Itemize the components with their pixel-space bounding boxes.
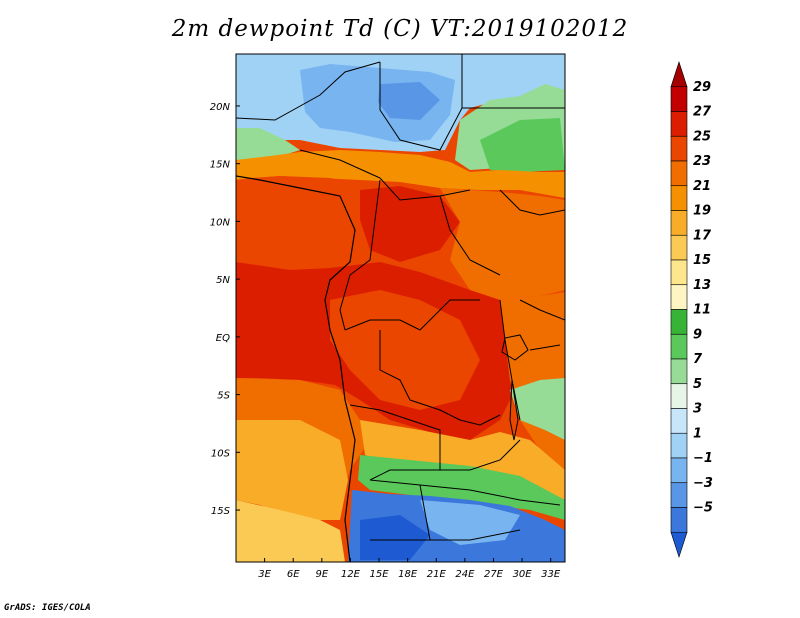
colorbar-label: 25 [693, 129, 711, 144]
colorbar-label: 9 [693, 327, 702, 342]
region-northeast-green [480, 118, 565, 172]
colorbar-swatch [670, 234, 688, 261]
colorbar-label: 19 [693, 204, 711, 219]
lon-tick-label: 12E [341, 569, 361, 580]
lon-tick-label: 30E [513, 569, 533, 580]
colorbar-label: 23 [693, 154, 711, 169]
lat-tick-label: 5N [216, 275, 230, 286]
lat-tick-label: 5S [217, 391, 230, 402]
region-sahara-deep [378, 82, 440, 120]
colorbar: 29 27 25 23 21 19 17 15 13 11 9 7 5 3 1 −1 −3 −5 [670, 61, 713, 558]
lon-tick-label: 24E [455, 569, 475, 580]
colorbar-label: 7 [693, 352, 703, 367]
colorbar-swatch [670, 383, 688, 409]
lon-tick-label: 15E [370, 569, 390, 580]
colorbar-swatch [670, 160, 688, 187]
grads-credit: GrADS: IGES/COLA [4, 603, 91, 613]
region-west-green [236, 128, 300, 160]
region-south-green [358, 455, 565, 520]
lat-tick-label: EQ [216, 333, 230, 344]
lon-tick-label: 9E [315, 569, 328, 580]
colorbar-swatch [670, 111, 688, 137]
lake-tanganyika [509, 379, 519, 441]
region-lakes-green [510, 378, 565, 440]
lon-tick-label: 21E [427, 569, 447, 580]
colorbar-swatch [670, 507, 688, 533]
colorbar-swatch [670, 135, 688, 162]
lat-tick-label: 20N [210, 102, 231, 113]
lat-tick-label: 15N [210, 160, 231, 171]
region-east-africa [440, 188, 565, 300]
colorbar-label: 27 [693, 105, 712, 120]
region-namib [236, 500, 345, 562]
colorbar-label: −5 [693, 501, 713, 516]
region-angola-coast [236, 420, 348, 520]
colorbar-label: 29 [693, 80, 711, 95]
longitude-axis: 3E 6E 9E 12E 15E 18E 21E 24E 27E 30E 33E [258, 558, 561, 580]
region-southern-deep [360, 515, 430, 560]
region-sahel [236, 150, 565, 198]
colorbar-swatch [670, 259, 688, 286]
colorbar-swatch [670, 61, 688, 88]
colorbar-label: 11 [693, 303, 711, 318]
coastline [236, 175, 356, 562]
lon-tick-label: 27E [484, 569, 504, 580]
lake-victoria [501, 334, 529, 361]
country-borders [236, 54, 565, 541]
colorbar-swatch [670, 408, 688, 434]
lat-tick-label: 10N [210, 217, 231, 228]
colorbar-label: 1 [693, 426, 702, 441]
lon-tick-label: 18E [398, 569, 418, 580]
colorbar-swatch [670, 333, 688, 360]
colorbar-swatch [670, 185, 688, 211]
colorbar-label: 13 [693, 278, 711, 293]
colorbar-label: −1 [693, 451, 713, 466]
region-southern-light [420, 500, 520, 545]
map-field [236, 54, 565, 562]
colorbar-swatch [670, 86, 688, 112]
region-west-africa [236, 176, 360, 268]
colorbar-swatch [670, 531, 688, 558]
colorbar-swatch [670, 284, 688, 310]
region-central-dark [360, 186, 460, 262]
colorbar-label: 15 [693, 253, 711, 268]
colorbar-label: 17 [693, 228, 712, 243]
colorbar-swatch [670, 309, 688, 335]
lon-tick-label: 3E [258, 569, 271, 580]
lat-tick-label: 15S [211, 506, 231, 517]
colorbar-label: 3 [693, 402, 702, 417]
lon-tick-label: 33E [541, 569, 561, 580]
colorbar-label: −3 [693, 476, 713, 491]
colorbar-swatch [670, 358, 688, 385]
colorbar-swatch [670, 457, 688, 484]
latitude-axis: 20N 15N 10N 5N EQ 5S 10S 15S [210, 102, 240, 517]
colorbar-swatch [670, 482, 688, 508]
colorbar-swatch [670, 432, 688, 459]
region-congo-mid [330, 290, 480, 410]
map-frame [235, 53, 566, 563]
colorbar-swatch [670, 210, 688, 236]
colorbar-label: 5 [693, 377, 702, 392]
chart-title: 2m dewpoint Td (C) VT:2019102012 [171, 16, 629, 42]
lat-tick-label: 10S [211, 448, 231, 459]
colorbar-label: 21 [693, 179, 711, 194]
lon-tick-label: 6E [287, 569, 300, 580]
